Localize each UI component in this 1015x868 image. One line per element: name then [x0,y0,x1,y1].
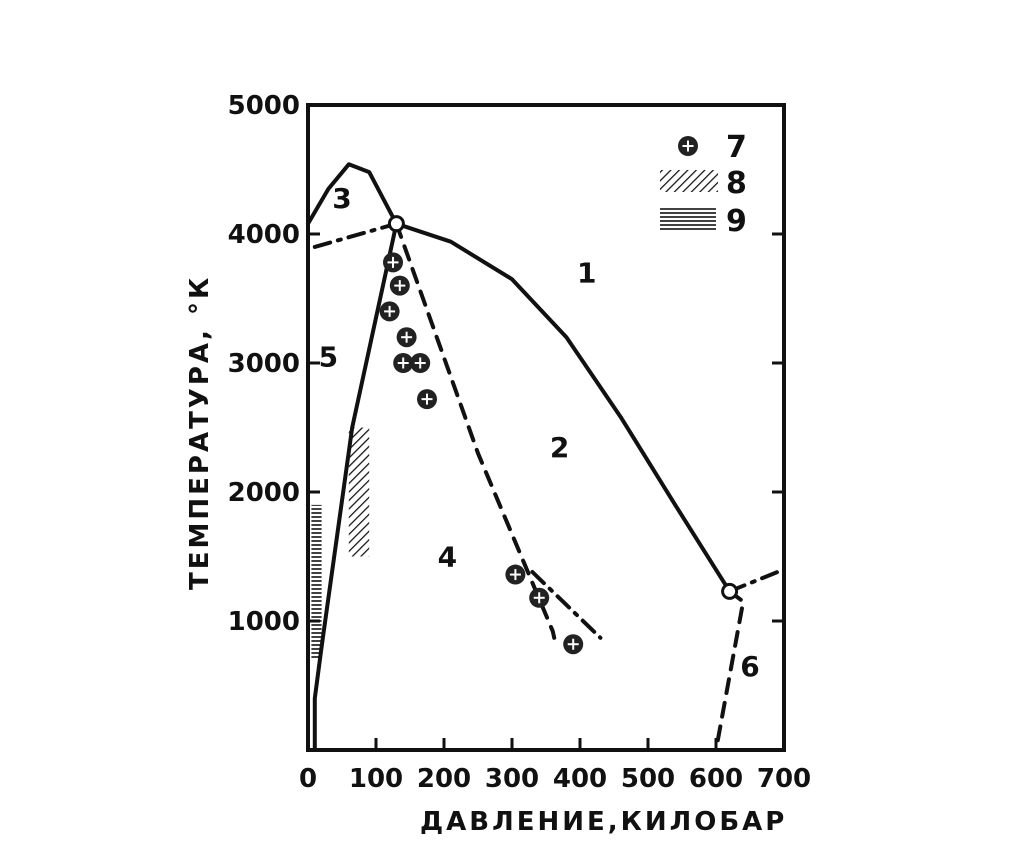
data-point [389,275,410,296]
data-point [396,327,417,348]
x-tick-label: 600 [689,764,743,794]
x-tick-label: 700 [757,764,811,794]
plot-frame [306,103,786,752]
y-tick-label: 5000 [228,91,300,121]
phase-boundary-curve-7 [727,567,786,594]
legend-label: 9 [726,204,747,239]
region-label-5: 5 [319,341,338,374]
data-point [417,389,437,410]
region-label-6: 6 [740,650,759,683]
y-axis-title: ТЕМПЕРАТУРА, °К [185,275,215,590]
x-tick-label: 500 [621,764,675,794]
y-tick-label: 1000 [228,607,300,637]
data-point [505,564,526,585]
hatched-region-8 [348,427,370,557]
legend-marker-horizontal-hatch [660,208,716,232]
data-point [379,301,400,322]
phase-boundary-curve-3 [394,221,732,594]
data-point [563,634,584,655]
x-tick-label: 100 [349,764,403,794]
x-tick-label: 0 [299,764,317,794]
region-label-4: 4 [438,541,457,574]
x-tick-label: 400 [553,764,607,794]
phase-boundary-curve-5 [530,570,603,640]
data-point [410,353,431,373]
region-label-1: 1 [577,257,596,290]
x-axis-title: ДАВЛЕНИЕ,КИЛОБАР [420,807,787,837]
x-tick-label: 200 [417,764,471,794]
phase-boundary-curve-1 [306,162,399,226]
y-tick-label: 4000 [228,220,300,250]
legend-marker-circled-plus [678,136,698,156]
phase-boundary-curve-2 [312,221,399,249]
phase-boundary-curve-8 [714,589,746,752]
y-tick-label: 3000 [228,349,300,379]
data-point [529,587,550,608]
legend-marker-diagonal-hatch [660,170,718,192]
region-label-2: 2 [550,431,569,464]
legend-label: 8 [726,166,747,201]
x-tick-label: 300 [485,764,539,794]
data-point [383,252,403,273]
triple-point-2 [721,582,739,600]
phase-boundary-curve-4 [394,221,557,640]
y-tick-label: 2000 [228,478,300,508]
data-point [393,353,414,373]
region-label-3: 3 [332,182,351,215]
legend-label: 7 [726,130,747,165]
triple-point-1 [387,215,405,233]
phase-boundary-curve-6 [312,221,399,752]
hatched-region-9 [311,504,322,660]
